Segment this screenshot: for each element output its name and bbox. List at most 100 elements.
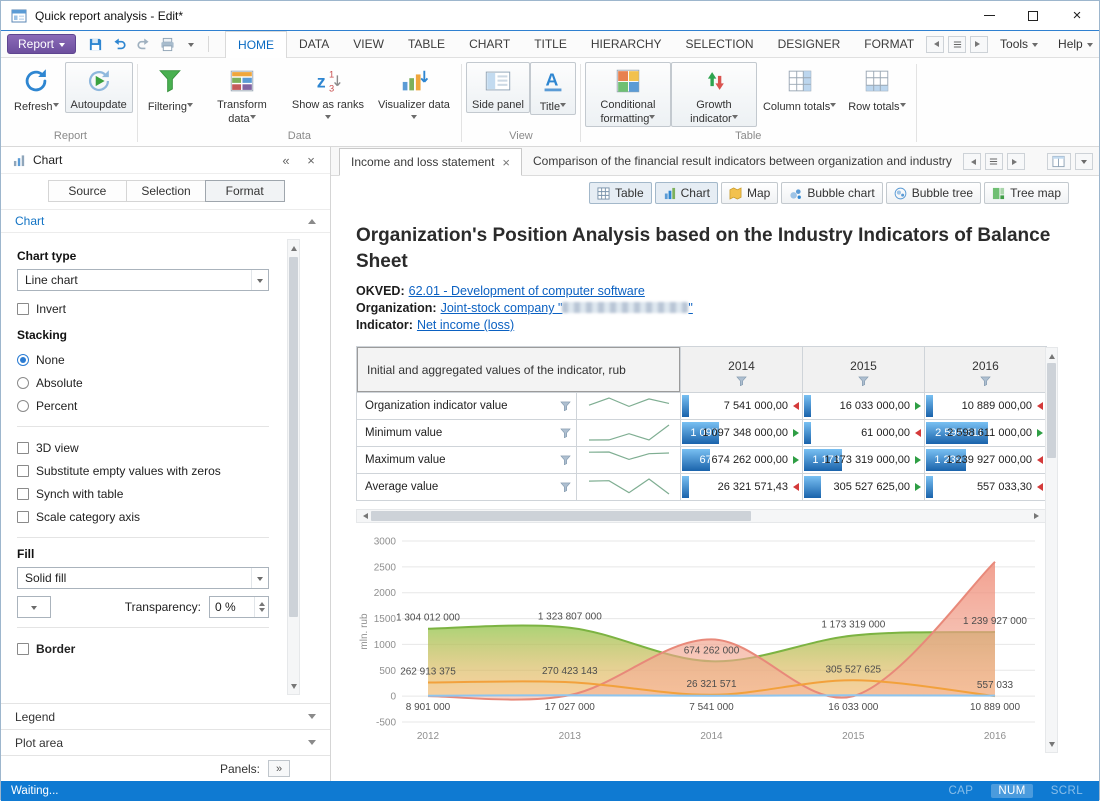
checkbox-3d-view[interactable]: 3D view — [17, 436, 274, 459]
table-value-cell[interactable]: 7 541 000,007 541 000,00 — [681, 393, 803, 420]
ribbon-button-title[interactable]: ATitle — [530, 62, 576, 115]
stacking-radio-percent[interactable]: Percent — [17, 394, 274, 417]
stacking-radio-absolute[interactable]: Absolute — [17, 371, 274, 394]
ribbon-tab-selection[interactable]: SELECTION — [674, 31, 766, 57]
chart-type-select[interactable]: Line chart — [17, 269, 269, 291]
ribbon-button-filtering[interactable]: Filtering — [142, 62, 199, 115]
scroll-down-icon[interactable] — [1046, 739, 1057, 752]
undo-button[interactable] — [108, 34, 130, 54]
panel-tab-source[interactable]: Source — [48, 180, 128, 202]
print-button[interactable] — [156, 34, 178, 54]
ribbon-button-transform-data[interactable]: Transform data — [199, 62, 285, 127]
section-legend[interactable]: Legend — [1, 703, 330, 729]
table-value-cell[interactable]: 1 239 927 000,001 239 927 000,00 — [925, 447, 1047, 474]
table-year-header-2014[interactable]: 2014 — [681, 347, 803, 393]
quick-access-dropdown[interactable] — [180, 34, 202, 54]
meta-link[interactable]: 62.01 - Development of computer software — [409, 284, 645, 298]
table-year-header-2016[interactable]: 2016 — [925, 347, 1047, 393]
table-value-cell[interactable]: 674 262 000,00674 262 000,00 — [681, 447, 803, 474]
view-button-chart[interactable]: Chart — [655, 182, 718, 204]
ribbon-tab-hierarchy[interactable]: HIERARCHY — [579, 31, 674, 57]
table-horizontal-scrollbar[interactable] — [356, 509, 1046, 523]
view-button-table[interactable]: Table — [589, 182, 652, 204]
tab-close-icon[interactable]: × — [502, 156, 510, 169]
nav-list-button[interactable] — [948, 36, 966, 53]
tab-scroll-right-button[interactable] — [1007, 153, 1025, 170]
panel-close-icon[interactable]: × — [302, 153, 320, 168]
checkbox-substitute-empty-values-with-zeros[interactable]: Substitute empty values with zeros — [17, 459, 274, 482]
panel-scrollbar[interactable] — [287, 239, 300, 695]
ribbon-tab-view[interactable]: VIEW — [341, 31, 396, 57]
panel-tab-selection[interactable]: Selection — [126, 180, 206, 202]
filter-icon[interactable] — [858, 376, 870, 386]
panel-tab-format[interactable]: Format — [205, 180, 285, 202]
ribbon-button-autoupdate[interactable]: Autoupdate — [65, 62, 133, 113]
tab-list-button[interactable] — [985, 153, 1003, 170]
transparency-input[interactable]: 0 % — [209, 596, 269, 618]
close-button[interactable]: × — [1055, 1, 1099, 30]
ribbon-tab-chart[interactable]: CHART — [457, 31, 522, 57]
meta-link[interactable]: Net income (loss) — [417, 318, 514, 332]
panels-expand-button[interactable]: » — [268, 760, 290, 777]
fill-color-select[interactable] — [17, 596, 51, 618]
ribbon-tab-home[interactable]: HOME — [225, 31, 287, 58]
ribbon-tab-table[interactable]: TABLE — [396, 31, 457, 57]
nav-back-button[interactable] — [926, 36, 944, 53]
ribbon-tab-designer[interactable]: DESIGNER — [766, 31, 853, 57]
view-button-bubble-tree[interactable]: Bubble tree — [886, 182, 981, 204]
ribbon-button-show-as-ranks[interactable]: z13Show as ranks — [285, 62, 371, 127]
invert-checkbox[interactable]: Invert — [17, 297, 274, 320]
filter-icon[interactable] — [736, 376, 748, 386]
document-tab-comparison-of-the-financial-re[interactable]: Comparison of the financial result indic… — [522, 147, 963, 175]
table-value-cell[interactable]: 2 598 611 000,002 598 611 000,00 — [925, 420, 1047, 447]
minimize-button[interactable] — [967, 1, 1011, 30]
table-value-cell[interactable]: 557 033,30557 033,30 — [925, 474, 1047, 501]
table-value-cell[interactable]: 26 321 571,4326 321 571,43 — [681, 474, 803, 501]
stacking-radio-none[interactable]: None — [17, 348, 274, 371]
table-corner-header[interactable]: Initial and aggregated values of the ind… — [357, 347, 681, 393]
checkbox-scale-category-axis[interactable]: Scale category axis — [17, 505, 274, 528]
save-button[interactable] — [84, 34, 106, 54]
table-value-cell[interactable]: 305 527 625,00305 527 625,00 — [803, 474, 925, 501]
content-vertical-scrollbar[interactable] — [1045, 347, 1058, 753]
scrollbar-thumb[interactable] — [1047, 363, 1056, 458]
help-menu[interactable]: Help — [1050, 37, 1100, 51]
filter-icon[interactable] — [560, 401, 571, 411]
checkbox-synch-with-table[interactable]: Synch with table — [17, 482, 274, 505]
scroll-up-icon[interactable] — [288, 240, 299, 253]
scroll-down-icon[interactable] — [288, 681, 299, 694]
section-plot-area[interactable]: Plot area — [1, 729, 330, 755]
table-value-cell[interactable]: 16 033 000,0016 033 000,00 — [803, 393, 925, 420]
tools-menu[interactable]: Tools — [992, 37, 1046, 51]
table-row-label[interactable]: Average value — [357, 474, 577, 501]
table-value-cell[interactable]: 1 097 348 000,001 097 348 000,00 — [681, 420, 803, 447]
view-button-map[interactable]: Map — [721, 182, 778, 204]
table-value-cell[interactable]: 10 889 000,0010 889 000,00 — [925, 393, 1047, 420]
filter-icon[interactable] — [560, 482, 571, 492]
panel-collapse-icon[interactable]: « — [277, 153, 295, 168]
layout-dropdown-button[interactable] — [1075, 153, 1093, 170]
ribbon-button-column-totals[interactable]: Column totals — [757, 62, 842, 115]
scroll-up-icon[interactable] — [1046, 348, 1057, 361]
table-value-cell[interactable]: 61 000,0061 000,00 — [803, 420, 925, 447]
fill-type-select[interactable]: Solid fill — [17, 567, 269, 589]
scroll-left-icon[interactable] — [357, 510, 371, 522]
maximize-button[interactable] — [1011, 1, 1055, 30]
tab-scroll-left-button[interactable] — [963, 153, 981, 170]
ribbon-tab-title[interactable]: TITLE — [522, 31, 579, 57]
spinner-arrows-icon[interactable] — [254, 597, 268, 617]
ribbon-tab-data[interactable]: DATA — [287, 31, 341, 57]
scrollbar-thumb[interactable] — [371, 511, 751, 521]
report-menu-button[interactable]: Report — [7, 34, 76, 54]
filter-icon[interactable] — [980, 376, 992, 386]
ribbon-button-row-totals[interactable]: Row totals — [842, 62, 911, 115]
scroll-right-icon[interactable] — [1031, 510, 1045, 522]
filter-icon[interactable] — [560, 428, 571, 438]
table-row-label[interactable]: Minimum value — [357, 420, 577, 447]
section-chart[interactable]: Chart — [1, 209, 330, 233]
organization-link[interactable]: Joint-stock company "" — [441, 301, 693, 315]
ribbon-button-side-panel[interactable]: Side panel — [466, 62, 530, 113]
document-tab-income-and-loss-statement[interactable]: Income and loss statement× — [339, 148, 522, 176]
ribbon-button-visualizer-data[interactable]: Visualizer data — [371, 62, 457, 127]
table-row-label[interactable]: Maximum value — [357, 447, 577, 474]
